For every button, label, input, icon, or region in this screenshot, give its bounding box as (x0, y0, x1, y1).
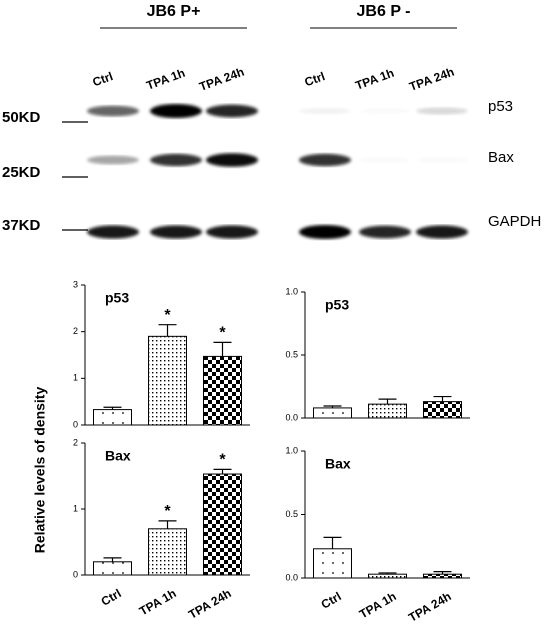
x-tick-label: TPA 24h (406, 589, 453, 624)
mw-marker: 50KD (2, 109, 41, 126)
bar (313, 548, 352, 579)
y-tick-label: 0 (73, 569, 78, 579)
y-tick-label: 3 (73, 279, 78, 289)
y-tick-label: 0.0 (285, 572, 298, 582)
bar (203, 473, 242, 576)
blot-band (206, 225, 258, 239)
y-tick-label: 1.0 (285, 286, 298, 296)
blot-band (150, 104, 202, 118)
y-tick-label: 2 (73, 326, 78, 336)
significance: * (219, 452, 226, 469)
blot-band (416, 225, 468, 239)
bar (368, 403, 407, 419)
blot-band (359, 225, 411, 239)
y-tick-label: 1.0 (285, 445, 298, 455)
bar (313, 407, 352, 419)
blot-band (87, 155, 139, 165)
x-tick-label: Ctrl (99, 586, 124, 608)
blot-band (299, 107, 351, 115)
blot-band (206, 153, 258, 167)
x-tick-label: TPA 1h (357, 589, 399, 621)
x-tick-label: TPA 1h (137, 586, 179, 618)
y-tick-label: 0.0 (285, 412, 298, 422)
panel-label: p53 (105, 290, 129, 306)
group-title: JB6 P - (357, 3, 411, 20)
blot-band (359, 157, 411, 163)
y-tick-label: 0 (73, 419, 78, 429)
blot-band (359, 108, 411, 114)
protein-name: p53 (488, 98, 513, 115)
bar (148, 528, 187, 576)
bar (423, 573, 462, 579)
x-tick-label: TPA 24h (186, 586, 233, 621)
blot-band (150, 153, 202, 167)
mw-marker: 37KD (2, 217, 41, 234)
lane-label: TPA 1h (354, 66, 396, 93)
blot-band (416, 157, 468, 163)
blot-band (206, 104, 258, 118)
y-tick-label: 0.5 (285, 349, 298, 359)
x-tick-label: Ctrl (319, 589, 344, 611)
blot-band (87, 225, 139, 239)
bar (423, 401, 462, 419)
y-tick-label: 1 (73, 503, 78, 513)
lane-label: Ctrl (91, 69, 115, 89)
panel-label: Bax (105, 448, 131, 464)
lane-label: TPA 24h (407, 65, 456, 94)
bar (93, 561, 132, 576)
y-tick-label: 1 (73, 373, 78, 383)
y-tick-label: 0.5 (285, 509, 298, 519)
blot-band (299, 225, 351, 239)
significance: * (219, 325, 226, 342)
panel-label: Bax (325, 456, 351, 472)
blot-band (416, 107, 468, 115)
bar (203, 355, 242, 426)
bar (148, 335, 187, 426)
blot-band (299, 153, 351, 167)
lane-label: Ctrl (303, 69, 327, 89)
blot-band (150, 225, 202, 239)
panel-label: p53 (325, 297, 349, 313)
mw-marker: 25KD (2, 164, 41, 181)
lane-label: TPA 1h (145, 66, 187, 93)
y-axis-label: Relative levels of density (32, 387, 48, 554)
protein-name: Bax (488, 149, 514, 166)
significance: * (164, 307, 171, 324)
bar (93, 409, 132, 426)
significance: * (164, 503, 171, 520)
lane-label: TPA 24h (197, 65, 246, 94)
blot-band (87, 105, 139, 117)
y-tick-label: 2 (73, 437, 78, 447)
bar (368, 573, 407, 579)
protein-name: GAPDH (488, 213, 541, 230)
group-title: JB6 P+ (147, 3, 201, 20)
